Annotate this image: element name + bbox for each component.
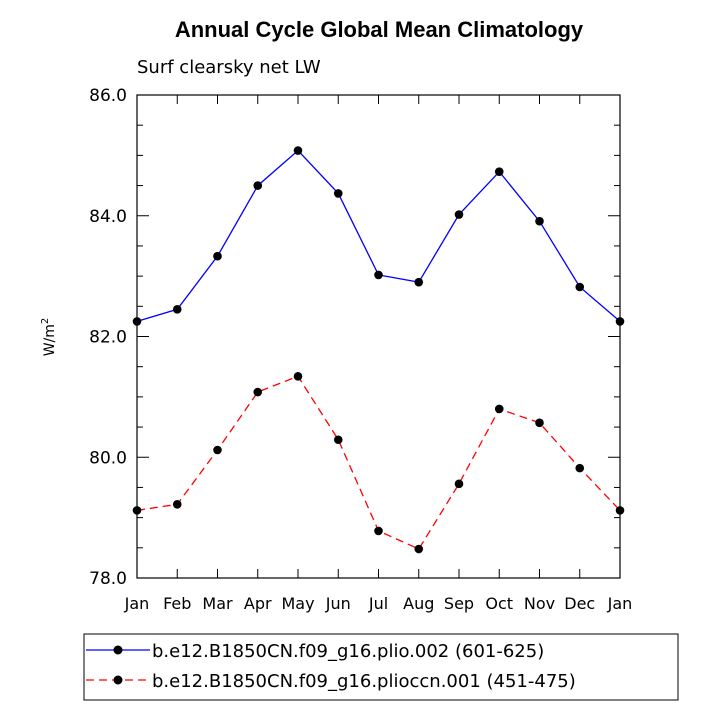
x-tick-label: Jul: [368, 594, 388, 613]
data-point-series-2: [454, 479, 464, 489]
x-tick-label: Jan: [124, 594, 150, 613]
legend-box: [83, 633, 679, 701]
data-point-series-1: [454, 210, 464, 219]
y-tick-label: 80.0: [89, 448, 127, 468]
legend-label-series-2: b.e12.B1850CN.f09_g16.plioccn.001 (451-4…: [152, 671, 576, 692]
x-tick-label: Apr: [244, 594, 272, 613]
data-point-series-1: [333, 189, 343, 198]
data-point-series-2: [172, 500, 182, 509]
chart-subtitle: Surf clearsky net LW: [137, 57, 321, 78]
data-point-series-1: [253, 181, 263, 190]
x-tick-label: Sep: [444, 594, 474, 613]
data-point-series-1: [374, 270, 383, 280]
series-line-2: [136, 375, 621, 550]
data-point-series-2: [333, 435, 343, 445]
series-lines: [132, 146, 625, 554]
legend-label-series-1: b.e12.B1850CN.f09_g16.plio.002 (601-625): [152, 641, 544, 662]
legend: b.e12.B1850CN.f09_g16.plio.002 (601-625)…: [83, 633, 679, 701]
data-point-series-2: [253, 387, 263, 397]
plot-frame: [136, 94, 621, 579]
data-point-series-1: [172, 305, 182, 314]
x-tick-label: Nov: [524, 594, 555, 613]
data-point-series-1: [132, 317, 142, 326]
data-point-series-1: [494, 167, 504, 176]
x-tick-label: Jan: [607, 594, 633, 613]
data-point-series-1: [575, 282, 585, 292]
y-tick-label: 86.0: [89, 86, 127, 106]
data-point-series-2: [414, 544, 424, 554]
data-point-series-1: [293, 146, 303, 155]
y-tick-label: 78.0: [89, 569, 127, 589]
x-tick-label: Oct: [485, 594, 513, 613]
x-tick-label: Aug: [403, 594, 434, 613]
data-point-series-1: [213, 251, 222, 261]
x-tick-label: Mar: [202, 594, 233, 613]
x-tick-label: May: [281, 594, 314, 613]
x-tick-label: Jun: [325, 594, 351, 613]
data-point-series-1: [535, 216, 544, 226]
y-tick-label: 82.0: [89, 328, 127, 348]
data-point-series-2: [494, 404, 504, 414]
chart-title: Annual Cycle Global Mean Climatology: [175, 17, 584, 42]
series-line-1: [136, 149, 621, 323]
data-point-series-2: [575, 463, 585, 473]
legend-marker-series-2: [113, 675, 123, 685]
data-point-series-2: [213, 445, 222, 455]
x-tick-label: Dec: [564, 594, 595, 613]
axes: Jan Feb Mar Apr May Jun Jul Aug Sep Oct Nov Dec Jan 7…: [89, 86, 632, 613]
data-point-series-2: [293, 372, 303, 381]
legend-marker-series-1: [113, 645, 123, 655]
data-point-series-2: [132, 506, 142, 515]
y-tick-label: 84.0: [89, 207, 127, 227]
data-point-series-1: [615, 317, 625, 326]
y-axis-label: W/m2: [40, 318, 58, 357]
data-point-series-1: [414, 277, 424, 287]
x-tick-label: Feb: [163, 594, 191, 613]
data-point-series-2: [615, 506, 625, 515]
data-point-series-2: [374, 526, 383, 536]
data-point-series-2: [535, 418, 544, 428]
